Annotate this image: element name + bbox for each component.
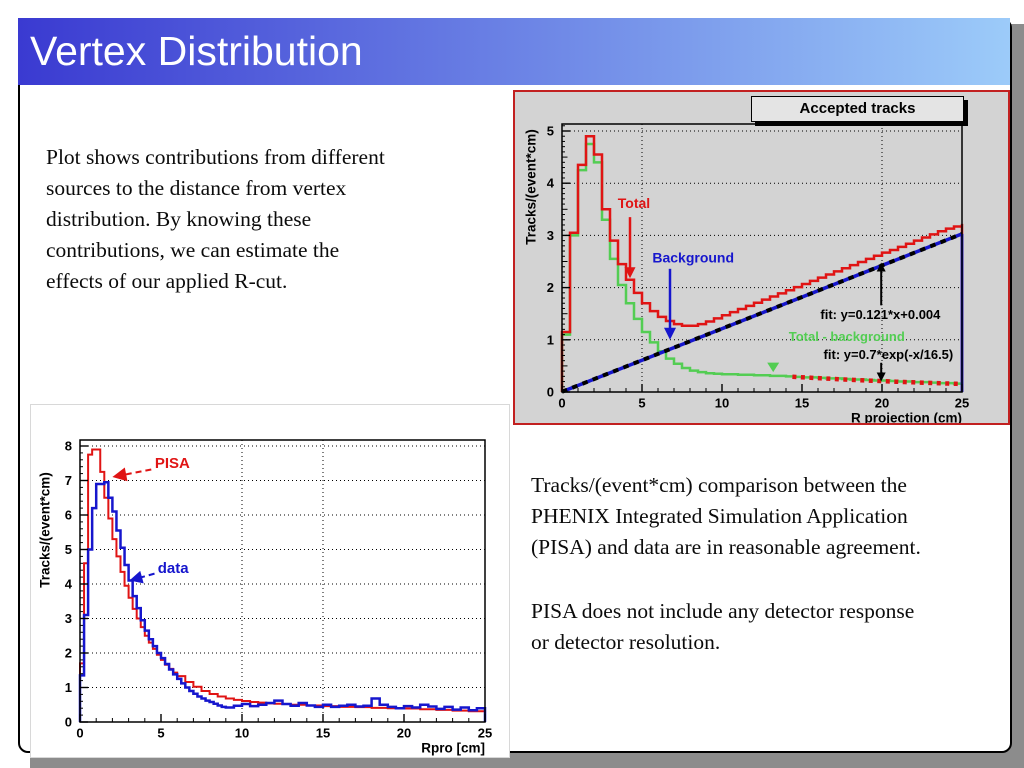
svg-text:6: 6 xyxy=(65,508,72,523)
svg-text:Tracks/(event*cm): Tracks/(event*cm) xyxy=(38,472,53,588)
svg-text:0: 0 xyxy=(547,385,554,400)
svg-text:0: 0 xyxy=(76,726,83,741)
svg-text:Total: Total xyxy=(618,195,650,211)
annotations: Total Background fit: y=0.121*x+0.004 Total… xyxy=(618,195,953,382)
annotations: PISA data xyxy=(112,455,190,584)
svg-text:10: 10 xyxy=(235,726,249,741)
axis-ticks: 0 1 2 3 4 5 0 5 10 15 20 25 xyxy=(547,124,969,411)
text-line: distribution. By knowing these xyxy=(46,207,312,231)
plot-title: Accepted tracks xyxy=(799,100,916,117)
svg-text:5: 5 xyxy=(547,124,554,139)
accepted-tracks: 0 1 2 3 4 5 0 5 10 15 20 25R projection (cm) Tracks/… xyxy=(524,123,969,424)
paragraph-left: Plot shows contributions from different … xyxy=(46,142,385,297)
axis-ticks: 0 1 2 3 4 5 6 7 8 0 5 10 15 20 25 xyxy=(65,439,492,741)
svg-text:R projection (cm): R projection (cm) xyxy=(851,411,962,424)
svg-text:5: 5 xyxy=(65,542,72,557)
svg-text:fit: y=0.121*x+0.004: fit: y=0.121*x+0.004 xyxy=(820,307,941,322)
svg-text:data: data xyxy=(158,560,190,577)
svg-text:25: 25 xyxy=(478,726,492,741)
svg-text:Rpro [cm]: Rpro [cm] xyxy=(421,741,485,756)
svg-text:7: 7 xyxy=(65,473,72,488)
svg-text:5: 5 xyxy=(638,396,645,411)
paragraph-right-1: Tracks/(event*cm) comparison between the… xyxy=(531,470,921,563)
svg-text:10: 10 xyxy=(715,396,729,411)
svg-text:3: 3 xyxy=(547,228,554,243)
text-line: PHENIX Integrated Simulation Application xyxy=(531,504,908,528)
svg-text:25: 25 xyxy=(955,396,969,411)
paragraph-right-2: PISA does not include any detector respo… xyxy=(531,596,914,658)
text-line: Tracks/(event*cm) comparison between the xyxy=(531,473,907,497)
svg-text:2: 2 xyxy=(547,280,554,295)
svg-text:1: 1 xyxy=(547,332,554,347)
svg-text:8: 8 xyxy=(65,439,72,454)
series-total xyxy=(560,134,964,392)
svg-text:3: 3 xyxy=(65,611,72,626)
svg-text:1: 1 xyxy=(65,680,72,695)
slide: Vertex Distribution Plot shows contribut… xyxy=(18,18,1012,758)
series-total-background xyxy=(560,142,964,392)
text-line: Plot shows contributions from different xyxy=(46,145,385,169)
text-line: sources to the distance from vertex xyxy=(46,176,347,200)
svg-text:2: 2 xyxy=(65,646,72,661)
text-line: PISA does not include any detector respo… xyxy=(531,599,915,623)
accepted-tracks-plot: 0 1 2 3 4 5 0 5 10 15 20 25 R projection (cm) Tracks/… xyxy=(513,90,1010,425)
pisa-data-plot: 0 1 2 3 4 5 6 7 8 0 5 10 15 20 25 Rpro [cm] Tracks/(even… xyxy=(30,404,510,758)
svg-text:4: 4 xyxy=(65,577,73,592)
svg-text:Background: Background xyxy=(652,249,734,265)
svg-text:0: 0 xyxy=(558,396,565,411)
text-line: or detector resolution. xyxy=(531,630,721,654)
svg-text:PISA: PISA xyxy=(155,455,190,472)
svg-text:15: 15 xyxy=(316,726,330,741)
accepted-tracks-chart: 0 1 2 3 4 5 0 5 10 15 20 25R projection (cm) Tracks/… xyxy=(524,123,969,424)
svg-text:4: 4 xyxy=(547,176,555,191)
plot-title-box: Accepted tracks xyxy=(751,96,964,122)
text-line: (PISA) and data are in reasonable agreem… xyxy=(531,535,921,559)
svg-text:0: 0 xyxy=(65,715,72,730)
series-data xyxy=(78,480,487,722)
series-total-background-fit xyxy=(792,374,961,387)
svg-text:20: 20 xyxy=(397,726,411,741)
svg-text:Tracks/(event*cm): Tracks/(event*cm) xyxy=(524,129,539,245)
svg-text:5: 5 xyxy=(157,726,164,741)
text-line: contributions, we can estimate the xyxy=(46,238,340,262)
svg-text:fit: y=0.7*exp(-x/16.5): fit: y=0.7*exp(-x/16.5) xyxy=(824,347,954,362)
title-banner: Vertex Distribution xyxy=(18,18,1010,85)
page-title: Vertex Distribution xyxy=(30,28,363,74)
svg-text:15: 15 xyxy=(795,396,809,411)
text-line: effects of our applied R-cut. xyxy=(46,269,288,293)
svg-text:20: 20 xyxy=(875,396,889,411)
svg-text:Total - background: Total - background xyxy=(789,329,905,344)
gridlines xyxy=(562,124,962,392)
